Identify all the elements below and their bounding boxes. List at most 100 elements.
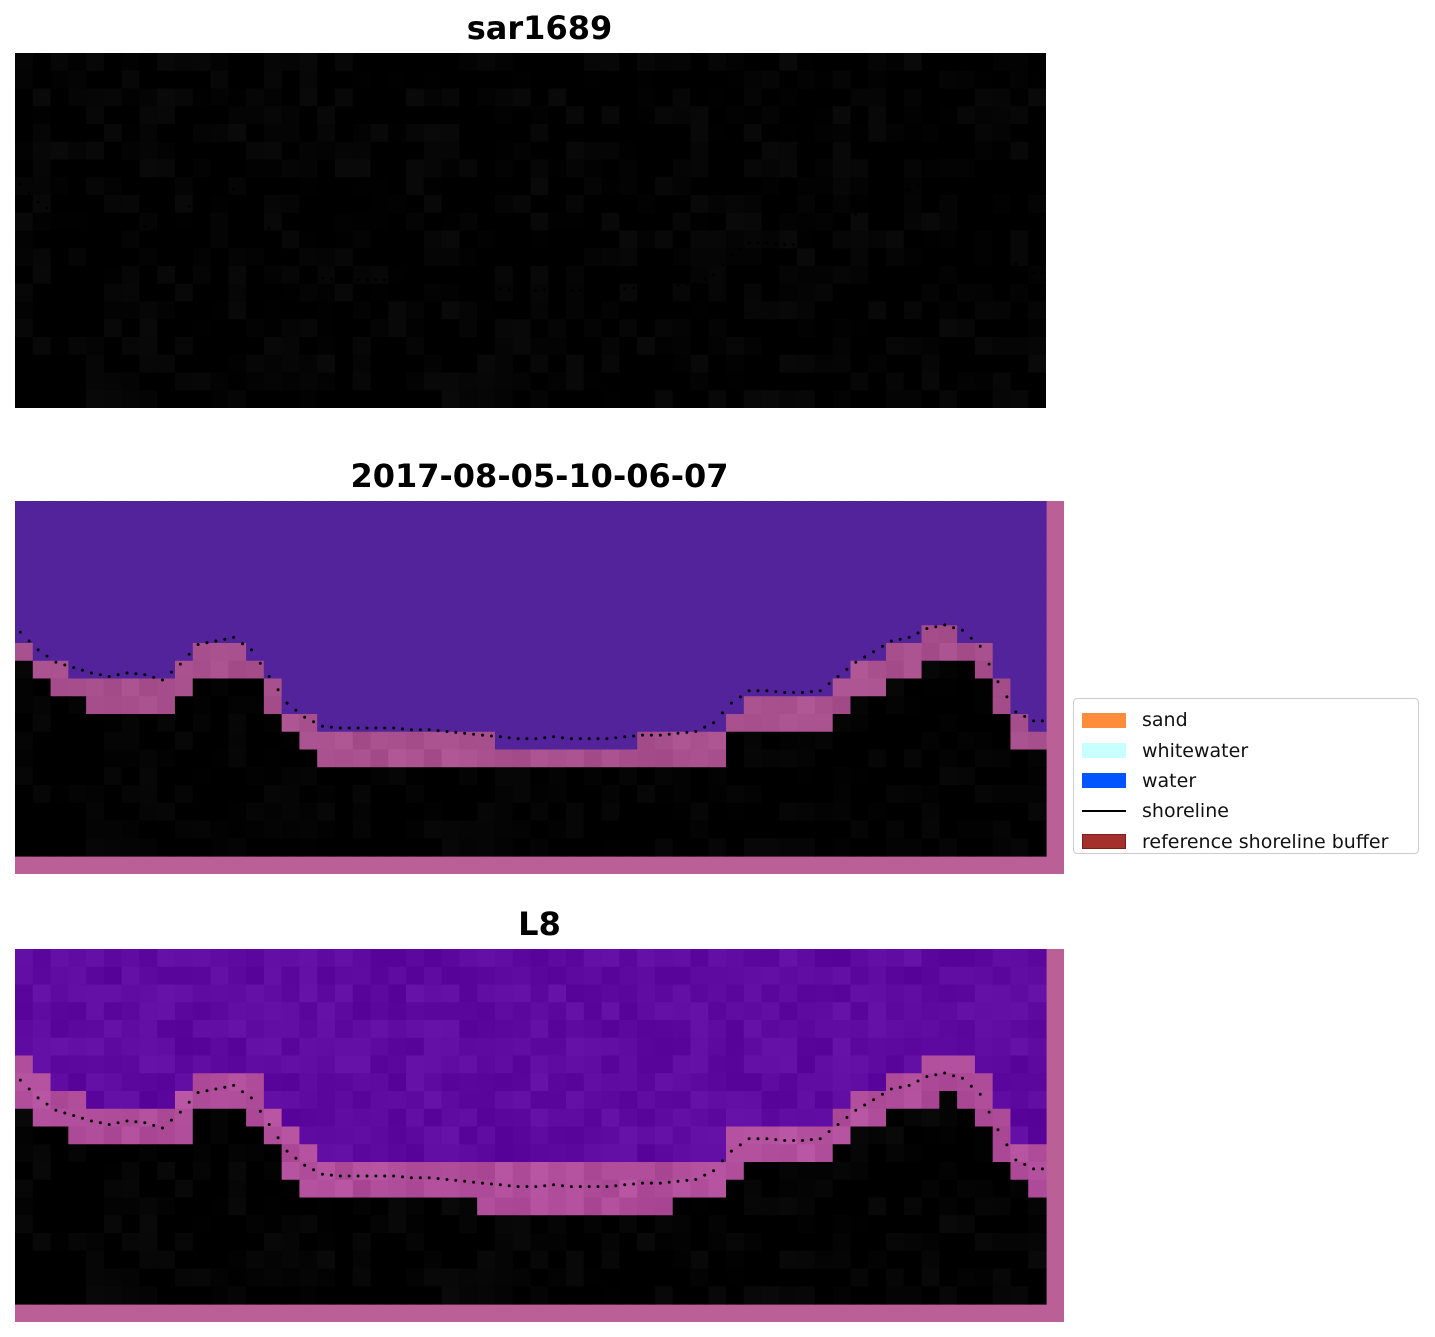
pixel-cell: [672, 714, 692, 733]
pixel-cell: [494, 212, 514, 232]
pixel-cell: [903, 1055, 923, 1074]
pixel-cell: [637, 1250, 656, 1270]
pixel-cell: [761, 1197, 780, 1216]
pixel-cell: [246, 106, 265, 125]
pixel-cell: [441, 1144, 460, 1163]
pixel-cell: [334, 625, 354, 644]
shoreline-point: [89, 671, 93, 675]
pixel-cell: [103, 802, 123, 822]
pixel-cell: [566, 1286, 585, 1305]
pixel-cell: [263, 1055, 283, 1074]
pixel-cell: [263, 159, 283, 178]
pixel-cell: [921, 696, 940, 715]
pixel-cell: [121, 678, 141, 697]
pixel-cell: [174, 643, 194, 662]
shoreline-point: [614, 288, 618, 292]
pixel-cell: [903, 390, 923, 408]
pixel-cell: [761, 984, 780, 1003]
pixel-cell: [583, 1268, 603, 1287]
pixel-cell: [477, 1002, 496, 1021]
pixel-cell: [903, 838, 923, 857]
pixel-cell: [281, 106, 301, 125]
shoreline-point: [934, 1073, 938, 1077]
pixel-cell: [974, 354, 994, 374]
pixel-cell: [814, 678, 834, 697]
pixel-cell: [423, 283, 443, 303]
pixel-cell: [1010, 767, 1029, 786]
pixel-cell: [548, 501, 567, 520]
pixel-cell: [583, 1020, 603, 1039]
pixel-cell: [992, 70, 1012, 90]
pixel-cell: [726, 536, 745, 555]
pixel-cell: [334, 838, 354, 857]
pixel-cell: [68, 88, 87, 107]
pixel-cell: [708, 283, 727, 303]
pixel-cell: [68, 767, 87, 786]
shoreline-point: [152, 227, 156, 231]
pixel-cell: [761, 1073, 780, 1092]
pixel-cell: [406, 1108, 425, 1128]
pixel-cell: [139, 1197, 158, 1216]
pixel-cell: [619, 195, 638, 214]
shoreline-point: [703, 277, 707, 281]
pixel-cell: [334, 785, 354, 804]
pixel-cell: [103, 212, 123, 232]
pixel-cell: [992, 678, 1012, 697]
pixel-cell: [939, 337, 958, 356]
shoreline-point: [374, 1174, 378, 1178]
pixel-cell: [583, 696, 603, 715]
pixel-cell: [672, 319, 692, 338]
pixel-cell: [477, 785, 496, 804]
pixel-cell: [192, 1197, 212, 1216]
pixel-cell: [192, 678, 212, 697]
pixel-cell: [299, 1091, 318, 1110]
pixel-cell: [281, 554, 301, 573]
pixel-cell: [15, 1073, 34, 1092]
pixel-cell: [619, 1091, 638, 1110]
pixel-cell: [566, 70, 585, 90]
pixel-cell: [263, 678, 283, 697]
shoreline-point: [338, 726, 342, 730]
pixel-cell: [619, 1197, 638, 1216]
pixel-cell: [708, 1233, 727, 1252]
pixel-cell: [388, 607, 407, 626]
shoreline-point: [863, 207, 867, 211]
pixel-cell: [886, 1197, 905, 1216]
pixel-cell: [406, 177, 425, 196]
pixel-cell: [1028, 53, 1046, 72]
pixel-cell: [494, 372, 514, 391]
pixel-cell: [281, 319, 301, 338]
pixel-cell: [174, 319, 194, 338]
pixel-cell: [850, 984, 869, 1003]
shoreline-point: [152, 1123, 156, 1127]
panel-title-rgb: sar1689: [466, 9, 613, 47]
pixel-cell: [192, 660, 212, 680]
pixel-cell: [352, 283, 372, 303]
pixel-cell: [530, 1197, 549, 1216]
pixel-cell: [210, 1073, 229, 1092]
shoreline-point: [418, 728, 422, 732]
pixel-cell: [850, 838, 869, 857]
pixel-cell: [370, 678, 389, 697]
pixel-cell: [299, 212, 318, 232]
pixel-cell: [726, 1233, 745, 1252]
pixel-cell: [477, 536, 496, 555]
pixel-cell: [850, 106, 869, 125]
pixel-cell: [246, 1037, 265, 1057]
pixel-cell: [797, 212, 816, 232]
pixel-cell: [192, 572, 212, 591]
pixel-cell: [672, 1268, 692, 1287]
pixel-cell: [246, 1002, 265, 1021]
pixel-cell: [32, 643, 52, 662]
pixel-cell: [619, 1250, 638, 1270]
pixel-cell: [174, 501, 194, 520]
pixel-cell: [743, 1197, 763, 1216]
pixel-cell: [228, 1037, 247, 1057]
pixel-cell: [281, 518, 301, 538]
pixel-cell: [726, 1197, 745, 1216]
pixel-cell: [334, 1126, 354, 1145]
pixel-cell: [174, 1037, 194, 1057]
shoreline-point: [881, 196, 884, 200]
pixel-cell: [850, 1179, 869, 1199]
pixel-cell: [32, 1002, 52, 1021]
